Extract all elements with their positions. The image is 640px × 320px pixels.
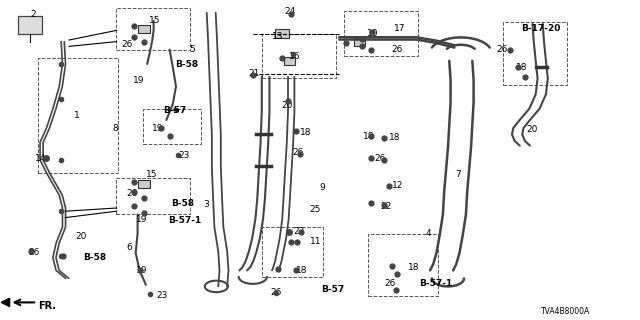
Text: 4: 4 xyxy=(426,229,431,238)
Polygon shape xyxy=(1,298,10,307)
Text: 26: 26 xyxy=(391,45,403,54)
Text: 19: 19 xyxy=(136,215,147,224)
Bar xyxy=(262,227,323,277)
Text: 19: 19 xyxy=(133,76,145,84)
Text: 15: 15 xyxy=(148,16,160,25)
Text: 8: 8 xyxy=(112,124,118,132)
Text: 25: 25 xyxy=(310,205,321,214)
Text: 26: 26 xyxy=(384,279,396,288)
Bar xyxy=(138,180,150,188)
Bar xyxy=(116,8,190,50)
Text: 13: 13 xyxy=(272,32,284,41)
Text: 11: 11 xyxy=(310,237,321,246)
Text: 22: 22 xyxy=(381,202,392,211)
Text: 18: 18 xyxy=(363,132,374,140)
Text: 19: 19 xyxy=(136,266,148,275)
Bar xyxy=(262,34,336,78)
Bar xyxy=(38,58,118,173)
Text: 20: 20 xyxy=(526,125,538,134)
Text: 17: 17 xyxy=(394,24,405,33)
Text: 23: 23 xyxy=(178,151,189,160)
Text: 18: 18 xyxy=(300,128,311,137)
Bar xyxy=(18,16,42,34)
Bar xyxy=(503,22,567,85)
Text: B-57-1: B-57-1 xyxy=(168,216,201,225)
Text: 3: 3 xyxy=(204,200,209,209)
Text: 18: 18 xyxy=(296,266,308,275)
Text: 6: 6 xyxy=(127,244,132,252)
Text: 26: 26 xyxy=(126,189,138,198)
Text: 20: 20 xyxy=(282,101,293,110)
Text: 26: 26 xyxy=(270,288,282,297)
Text: B-17-20: B-17-20 xyxy=(522,24,561,33)
Text: 26: 26 xyxy=(29,248,40,257)
Text: TVA4B8000A: TVA4B8000A xyxy=(541,308,590,316)
Text: 23: 23 xyxy=(157,292,168,300)
Text: 26: 26 xyxy=(122,40,133,49)
Text: 10: 10 xyxy=(367,29,379,38)
Text: 15: 15 xyxy=(146,170,157,179)
Text: FR.: FR. xyxy=(38,300,56,311)
Text: 19: 19 xyxy=(152,124,164,132)
Text: 26: 26 xyxy=(374,154,386,163)
Text: B-58: B-58 xyxy=(172,199,195,208)
Text: 12: 12 xyxy=(392,181,403,190)
Text: 9: 9 xyxy=(319,183,325,192)
Text: 22: 22 xyxy=(293,228,305,236)
Text: 18: 18 xyxy=(408,263,420,272)
Text: 14: 14 xyxy=(35,154,47,163)
Bar xyxy=(368,234,438,296)
Text: 1: 1 xyxy=(74,111,79,120)
Text: 5: 5 xyxy=(189,45,195,54)
Text: 2: 2 xyxy=(31,10,36,19)
Bar xyxy=(275,29,289,38)
Bar xyxy=(284,57,295,65)
Text: 18: 18 xyxy=(516,63,527,72)
Text: 20: 20 xyxy=(76,232,87,241)
Bar xyxy=(116,178,190,214)
Text: 26: 26 xyxy=(292,148,304,156)
Text: 16: 16 xyxy=(289,52,301,60)
Bar xyxy=(138,25,150,33)
Text: 24: 24 xyxy=(285,7,296,16)
Text: 18: 18 xyxy=(388,133,400,142)
Text: 7: 7 xyxy=(456,170,461,179)
Text: B-58: B-58 xyxy=(83,253,106,262)
Bar xyxy=(354,38,365,46)
Text: 21: 21 xyxy=(248,69,260,78)
Bar xyxy=(344,11,418,56)
Text: B-57-1: B-57-1 xyxy=(419,279,452,288)
Text: B-57: B-57 xyxy=(321,285,344,294)
Text: 26: 26 xyxy=(496,45,508,54)
Bar xyxy=(143,109,201,144)
Text: B-58: B-58 xyxy=(175,60,198,68)
Text: B-57: B-57 xyxy=(163,106,186,115)
